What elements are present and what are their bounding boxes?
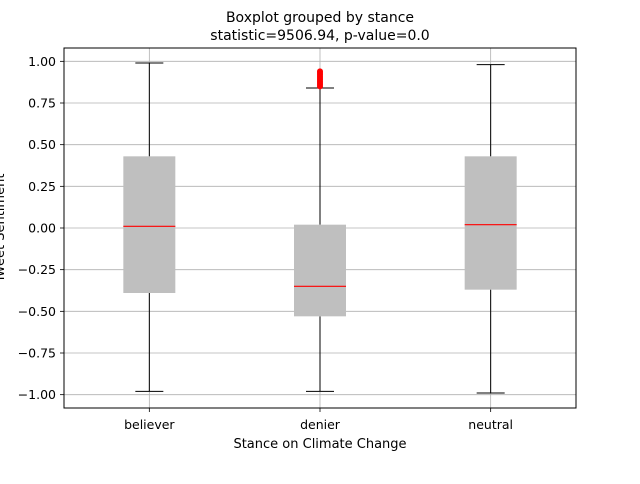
iqr-box <box>294 224 346 317</box>
chart-title: Boxplot grouped by stance <box>226 10 414 26</box>
boxes-layer <box>123 62 517 394</box>
outlier-point <box>317 68 323 75</box>
x-tick-label: believer <box>124 417 175 432</box>
box-believer <box>123 62 176 392</box>
y-tick-label: 0.00 <box>28 221 56 236</box>
y-tick-label: 0.75 <box>28 96 56 111</box>
y-tick-label: 0.25 <box>28 179 56 194</box>
chart-subtitle: statistic=9506.94, p-value=0.0 <box>210 28 429 44</box>
y-tick-label: 0.50 <box>28 137 56 152</box>
y-tick-label: 1.00 <box>28 54 56 69</box>
box-neutral <box>464 64 517 394</box>
x-tick-label: neutral <box>468 417 513 432</box>
x-tick-label: denier <box>300 417 341 432</box>
iqr-box <box>123 156 176 293</box>
iqr-box <box>464 156 517 290</box>
x-axis-label: Stance on Climate Change <box>233 437 406 452</box>
box-denier <box>294 68 346 392</box>
y-tick-label: −0.50 <box>18 304 56 319</box>
y-axis-label: Tweet Sentiment <box>0 174 8 284</box>
y-tick-label: −1.00 <box>18 387 56 402</box>
y-tick-label: −0.25 <box>18 262 56 277</box>
y-tick-label: −0.75 <box>18 346 56 361</box>
axis-ticks: 1.00 0.75 0.50 0.25 0.00 −0.25 −0.50 −0.75 −1.00… <box>18 54 513 432</box>
